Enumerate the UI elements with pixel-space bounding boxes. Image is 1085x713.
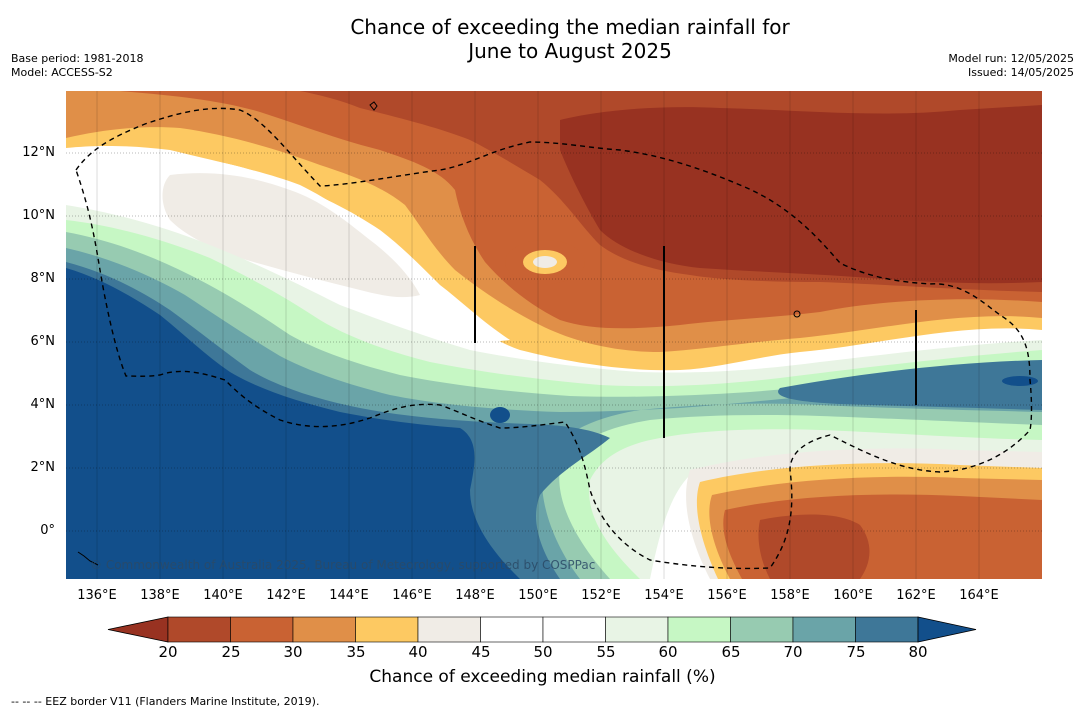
lon-label: 156°E — [707, 588, 747, 603]
lon-label: 150°E — [518, 588, 558, 603]
model-label: Model: ACCESS-S2 — [11, 66, 113, 79]
lon-label: 140°E — [203, 588, 243, 603]
field-wet-spot-east — [1002, 376, 1038, 386]
colorbar-tick-label: 40 — [408, 643, 428, 661]
eez-legend-text: -- -- -- EEZ border V11 (Flanders Marine… — [11, 695, 320, 708]
colorbar-tick-label: 55 — [596, 643, 616, 661]
lat-label: 8°N — [30, 271, 56, 286]
field-below-20 — [560, 105, 1042, 284]
lon-label: 144°E — [329, 588, 369, 603]
vertical-markers — [474, 246, 917, 438]
field-40-45 — [162, 173, 420, 298]
model-run-label: Model run: 12/05/2025 — [948, 52, 1074, 65]
base-period-label: Base period: 1981-2018 — [11, 52, 144, 65]
field-wet-spot — [490, 407, 510, 423]
lat-label: 10°N — [22, 208, 55, 223]
lon-label: 142°E — [266, 588, 306, 603]
islands — [77, 101, 801, 566]
lon-label: 146°E — [392, 588, 432, 603]
lat-label: 12°N — [22, 145, 55, 160]
contour-fields — [66, 91, 1042, 579]
lat-label: 0° — [40, 523, 55, 538]
lon-label: 154°E — [644, 588, 684, 603]
field-se-20 — [758, 514, 870, 579]
lon-label: 164°E — [959, 588, 999, 603]
colorbar-tick-label: 65 — [721, 643, 741, 661]
lon-label: 158°E — [770, 588, 810, 603]
lon-label: 138°E — [140, 588, 180, 603]
meridians — [96, 91, 980, 579]
colorbar-tick-label: 50 — [533, 643, 553, 661]
map-title-line1: Chance of exceeding the median rainfall … — [350, 15, 790, 39]
field-local-min-core — [533, 256, 557, 268]
colorbar-tick-label: 25 — [221, 643, 241, 661]
lat-label: 4°N — [30, 397, 56, 412]
field-75-80-east — [778, 360, 1042, 410]
eez-border — [75, 107, 1033, 570]
colorbar-tick-label: 45 — [471, 643, 491, 661]
issued-label: Issued: 14/05/2025 — [967, 66, 1074, 79]
colorbar-tick-label: 70 — [783, 643, 803, 661]
lon-label: 136°E — [77, 588, 117, 603]
lat-label: 2°N — [30, 460, 56, 475]
colorbar-title: Chance of exceeding median rainfall (%) — [369, 667, 716, 687]
field-above-80 — [66, 268, 520, 579]
gridlines — [66, 152, 1042, 532]
lat-label: 6°N — [30, 334, 56, 349]
colorbar-tick-label: 20 — [158, 643, 178, 661]
colorbar-tick-label: 35 — [346, 643, 366, 661]
colorbar-tick-label: 80 — [908, 643, 928, 661]
colorbar-tick-label: 30 — [283, 643, 303, 661]
lon-label: 148°E — [455, 588, 495, 603]
colorbar-tick-label: 75 — [846, 643, 866, 661]
lon-label: 162°E — [896, 588, 936, 603]
copyright-text: © Commonwealth of Australia 2025, Bureau… — [90, 558, 596, 572]
map-title-line2: June to August 2025 — [468, 39, 672, 63]
lon-label: 152°E — [581, 588, 621, 603]
lon-label: 160°E — [833, 588, 873, 603]
colorbar-tick-label: 60 — [658, 643, 678, 661]
